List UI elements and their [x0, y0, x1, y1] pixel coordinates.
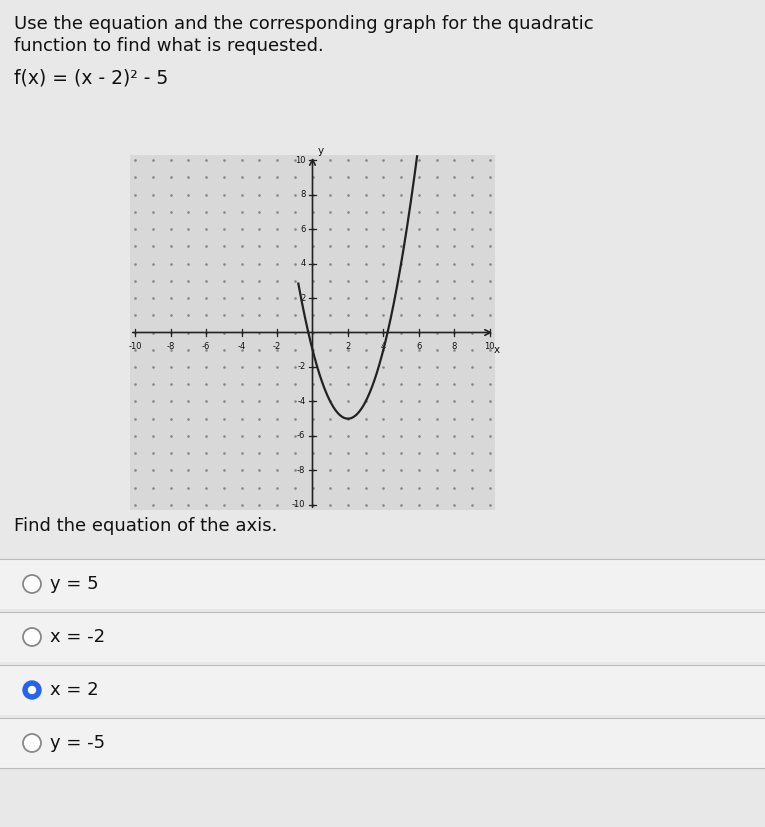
Text: -8: -8 — [297, 466, 305, 475]
Circle shape — [23, 628, 41, 646]
Text: f(x) = (x - 2)² - 5: f(x) = (x - 2)² - 5 — [14, 69, 168, 88]
Text: 2: 2 — [345, 342, 350, 351]
FancyBboxPatch shape — [0, 612, 765, 662]
Text: 6: 6 — [300, 225, 305, 233]
Text: -4: -4 — [297, 397, 305, 406]
Text: 2: 2 — [300, 294, 305, 303]
Text: y = 5: y = 5 — [50, 575, 99, 593]
Circle shape — [28, 686, 35, 694]
Text: 8: 8 — [451, 342, 457, 351]
FancyBboxPatch shape — [0, 718, 765, 768]
Text: x = -2: x = -2 — [50, 628, 105, 646]
Text: Find the equation of the axis.: Find the equation of the axis. — [14, 517, 278, 535]
Text: y: y — [317, 146, 324, 155]
Text: x = 2: x = 2 — [50, 681, 99, 699]
Text: Use the equation and the corresponding graph for the quadratic: Use the equation and the corresponding g… — [14, 15, 594, 33]
Text: -10: -10 — [292, 500, 305, 509]
Text: -8: -8 — [167, 342, 175, 351]
Text: 10: 10 — [484, 342, 495, 351]
Text: -4: -4 — [237, 342, 246, 351]
Text: -6: -6 — [202, 342, 210, 351]
Text: x: x — [494, 345, 500, 355]
Text: 4: 4 — [381, 342, 386, 351]
Text: y = -5: y = -5 — [50, 734, 105, 752]
Circle shape — [23, 681, 41, 699]
FancyBboxPatch shape — [0, 559, 765, 609]
Text: 8: 8 — [300, 190, 305, 199]
Circle shape — [23, 734, 41, 752]
Text: function to find what is requested.: function to find what is requested. — [14, 37, 324, 55]
Text: 4: 4 — [300, 259, 305, 268]
Text: 6: 6 — [416, 342, 422, 351]
Text: -2: -2 — [273, 342, 282, 351]
Text: -6: -6 — [297, 432, 305, 441]
Text: 10: 10 — [295, 155, 305, 165]
FancyBboxPatch shape — [0, 665, 765, 715]
Text: -10: -10 — [129, 342, 142, 351]
Text: -2: -2 — [297, 362, 305, 371]
Circle shape — [23, 575, 41, 593]
